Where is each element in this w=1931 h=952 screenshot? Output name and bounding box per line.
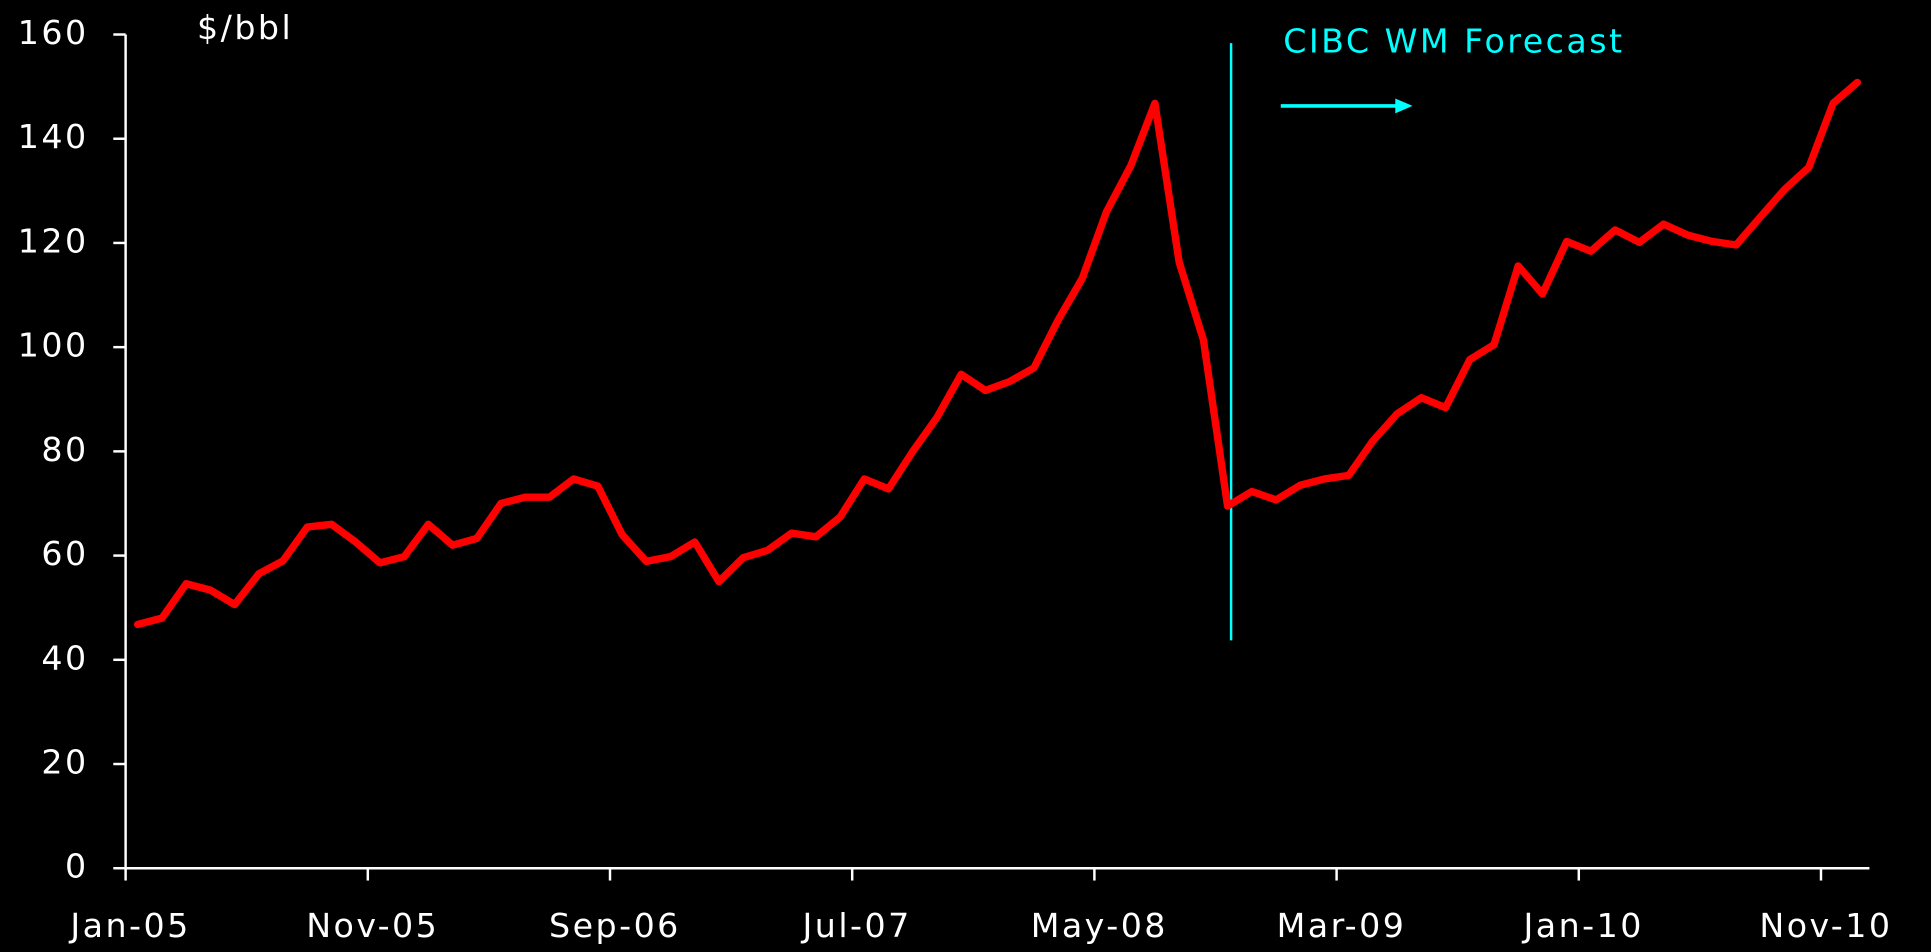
x-tick-label: Nov-10 (1759, 906, 1892, 945)
y-tick-label: 100 (18, 326, 89, 365)
x-tick-label: Jan-05 (68, 906, 190, 945)
forecast-annotation: CIBC WM Forecast (1283, 22, 1624, 61)
y-tick-label: 120 (18, 221, 89, 260)
x-tick-label: May-08 (1031, 906, 1168, 945)
x-tick-label: Mar-09 (1277, 906, 1407, 945)
y-tick-label: 0 (65, 847, 89, 886)
forecast-arrow-head (1395, 98, 1413, 114)
y-tick-label: 80 (41, 430, 88, 469)
y-tick-label: 20 (41, 743, 88, 782)
price-line (133, 78, 1862, 629)
x-tick-label: Nov-05 (306, 906, 439, 945)
x-tick-label: Jan-10 (1522, 906, 1644, 945)
x-tick-label: Jul-07 (801, 906, 912, 945)
y-tick-label: 140 (18, 117, 89, 156)
x-tick-label: Sep-06 (549, 906, 681, 945)
y-tick-label: 160 (18, 13, 89, 52)
y-axis-unit: $/bbl (197, 8, 293, 47)
y-tick-label: 60 (41, 534, 88, 573)
y-tick-label: 40 (41, 638, 88, 677)
